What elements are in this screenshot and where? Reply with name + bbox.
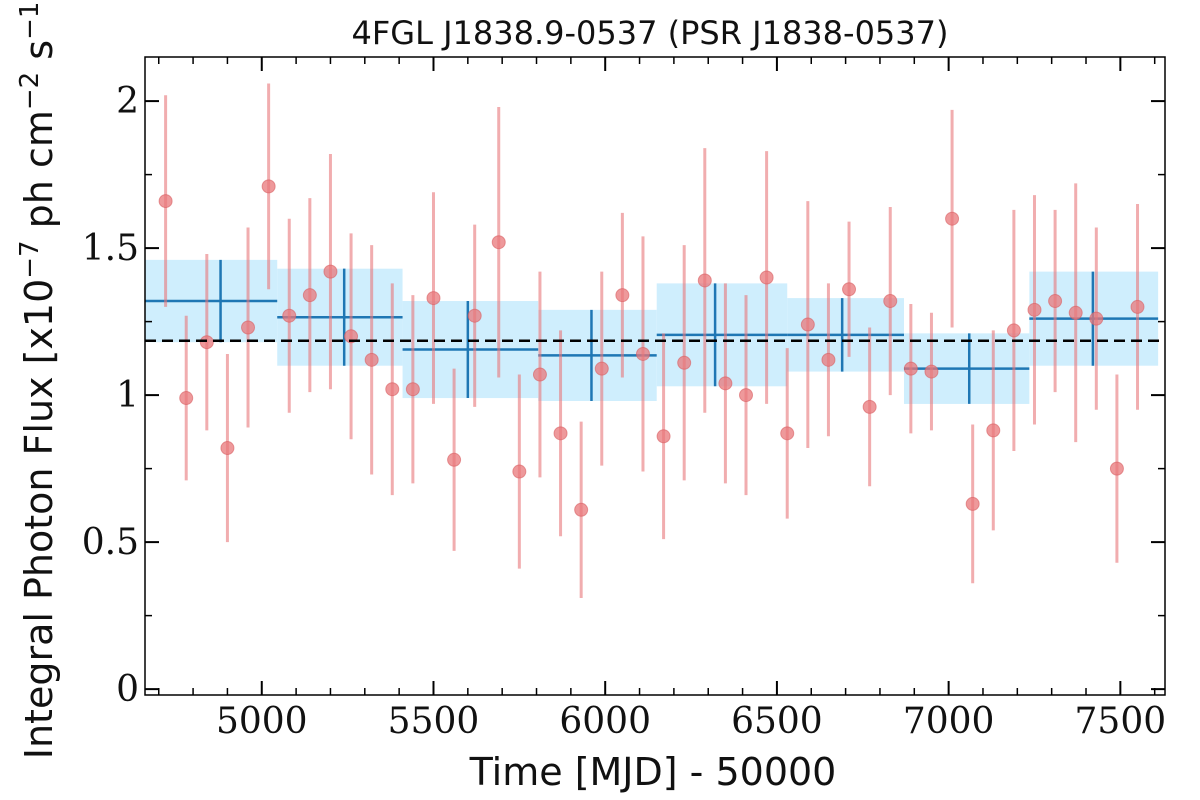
y-tick-label: 0: [116, 669, 139, 710]
flux-point: [677, 355, 692, 370]
flux-point: [158, 194, 173, 209]
y-tick-label: 1: [116, 375, 139, 416]
flux-point: [842, 282, 857, 297]
y-axis-label-end: ]: [17, 0, 61, 2]
flux-point: [1048, 294, 1063, 309]
x-tick-label: 7000: [903, 701, 995, 742]
flux-point: [718, 376, 733, 391]
flux-point: [821, 352, 836, 367]
flux-point: [364, 352, 379, 367]
flux-point: [759, 270, 774, 285]
flux-point: [903, 361, 918, 376]
flux-point: [179, 391, 194, 406]
flux-point: [282, 308, 297, 323]
flux-point: [635, 346, 650, 361]
flux-point: [405, 382, 420, 397]
flux-point: [491, 235, 506, 250]
flux-point: [467, 308, 482, 323]
x-tick-label: 5500: [388, 701, 480, 742]
flux-point: [965, 496, 980, 511]
flux-point: [1109, 461, 1124, 476]
flux-point: [1027, 302, 1042, 317]
flux-point: [532, 367, 547, 382]
y-axis-label: Integral Photon Flux [x10−7 ph cm−2 s−1]: [15, 0, 61, 759]
flux-point: [261, 179, 276, 194]
flux-point: [986, 423, 1001, 438]
flux-point: [220, 441, 235, 456]
flux-point: [594, 361, 609, 376]
y-axis-label-s: s: [17, 40, 61, 72]
x-tick-label: 6500: [731, 701, 823, 742]
y-axis-label-mid: ph cm: [17, 110, 61, 240]
flux-point: [1130, 299, 1145, 314]
flux-point: [323, 264, 338, 279]
flux-points-series: [158, 83, 1145, 598]
y-axis: 0 0.5 1 1.5 2: [82, 81, 1165, 710]
flux-point: [739, 388, 754, 403]
flux-point: [512, 464, 527, 479]
flux-point: [241, 320, 256, 335]
flux-point: [385, 382, 400, 397]
y-tick-label: 0.5: [82, 522, 139, 563]
flux-point: [574, 502, 589, 517]
bin-bands: [145, 259, 1159, 404]
flux-point: [553, 426, 568, 441]
flux-point: [199, 335, 214, 350]
y-axis-label-main: Integral Photon Flux [x10: [17, 279, 61, 760]
flux-point: [862, 399, 877, 414]
x-axis-label: Time [MJD] - 50000: [469, 750, 837, 794]
x-tick-label: 6000: [559, 701, 651, 742]
flux-point: [447, 452, 462, 467]
y-axis-label-exp1: −7: [15, 240, 45, 278]
flux-point: [1006, 323, 1021, 338]
plot-frame: [144, 56, 1166, 696]
y-axis-label-exp2: −2: [15, 72, 45, 110]
flux-point: [426, 291, 441, 306]
chart-title: 4FGL J1838.9-0537 (PSR J1838-0537): [352, 14, 949, 52]
flux-point: [1068, 305, 1083, 320]
flux-point: [1089, 311, 1104, 326]
flux-point: [302, 288, 317, 303]
flux-point: [800, 317, 815, 332]
flux-point: [883, 294, 898, 309]
x-tick-label: 5000: [216, 701, 308, 742]
x-tick-label: 7500: [1075, 701, 1167, 742]
flux-point: [945, 211, 960, 226]
flux-point: [924, 364, 939, 379]
flux-point: [780, 426, 795, 441]
flux-point: [656, 429, 671, 444]
y-tick-label: 1.5: [82, 228, 139, 269]
y-axis-label-exp3: −1: [15, 2, 45, 40]
y-tick-label: 2: [116, 81, 139, 122]
flux-point: [615, 288, 630, 303]
flux-point: [697, 273, 712, 288]
x-axis: 5000 5500 6000 6500 7000 7500: [157, 57, 1167, 742]
